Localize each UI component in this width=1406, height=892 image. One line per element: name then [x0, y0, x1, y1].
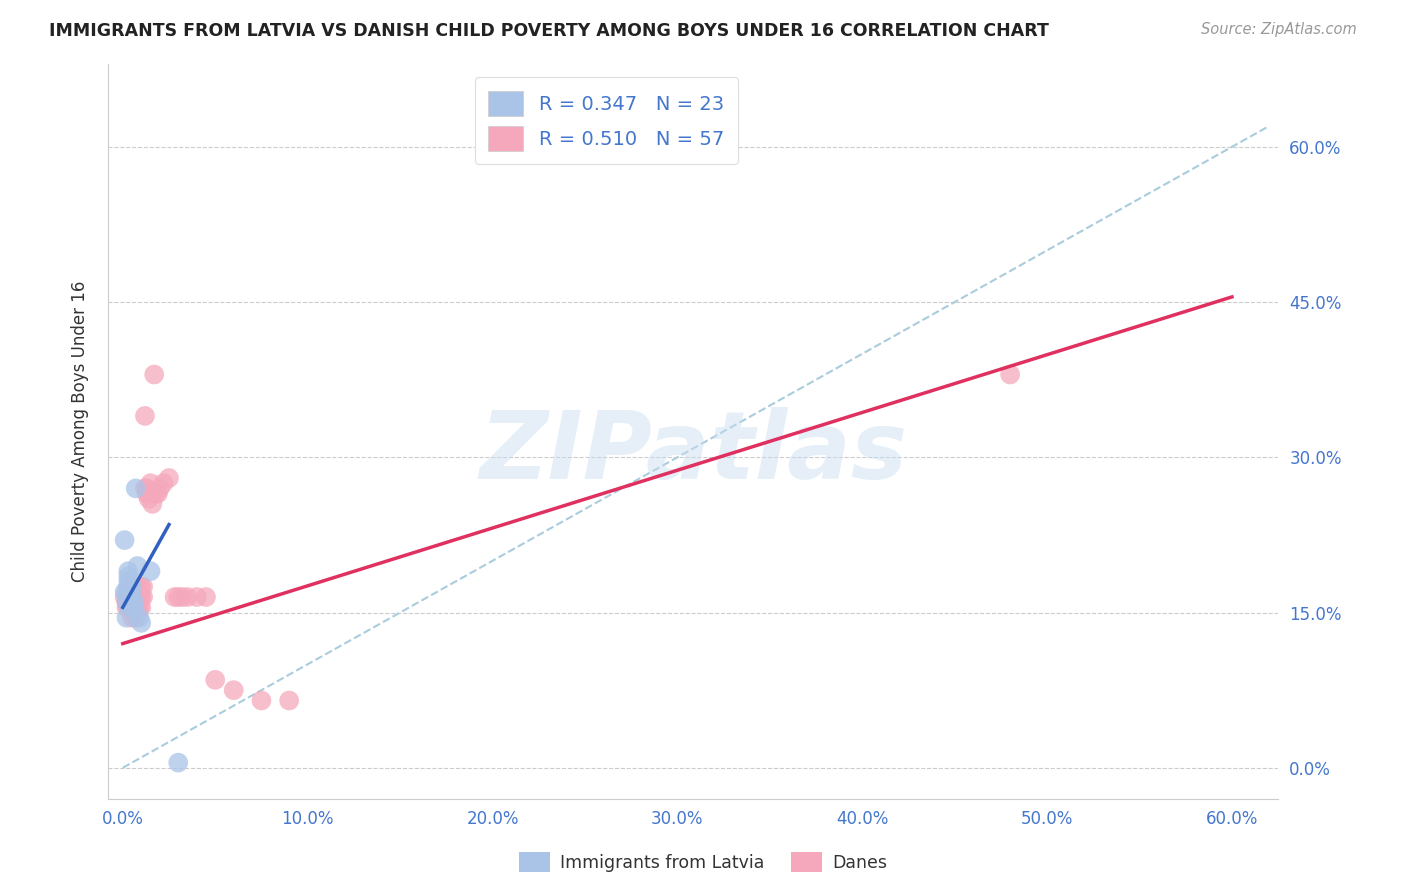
- Point: [129, 590, 152, 604]
- Point: [138, 486, 160, 500]
- Point: [117, 569, 139, 583]
- Point: [121, 590, 143, 604]
- Point: [222, 683, 245, 698]
- Point: [125, 590, 148, 604]
- Point: [998, 368, 1021, 382]
- Point: [139, 486, 162, 500]
- Text: Source: ZipAtlas.com: Source: ZipAtlas.com: [1201, 22, 1357, 37]
- Point: [204, 673, 226, 687]
- Point: [125, 611, 148, 625]
- Point: [120, 590, 142, 604]
- Point: [120, 580, 142, 594]
- Point: [127, 559, 149, 574]
- Point: [120, 585, 142, 599]
- Y-axis label: Child Poverty Among Boys Under 16: Child Poverty Among Boys Under 16: [72, 281, 89, 582]
- Point: [134, 409, 156, 423]
- Point: [117, 590, 139, 604]
- Point: [135, 481, 157, 495]
- Point: [163, 590, 186, 604]
- Point: [170, 590, 193, 604]
- Point: [128, 600, 150, 615]
- Legend: R = 0.347   N = 23, R = 0.510   N = 57: R = 0.347 N = 23, R = 0.510 N = 57: [475, 78, 738, 164]
- Point: [141, 497, 163, 511]
- Point: [152, 476, 174, 491]
- Point: [122, 595, 145, 609]
- Point: [117, 574, 139, 589]
- Point: [125, 481, 148, 495]
- Point: [120, 590, 142, 604]
- Point: [115, 611, 138, 625]
- Point: [129, 600, 152, 615]
- Point: [167, 590, 190, 604]
- Point: [167, 756, 190, 770]
- Point: [186, 590, 208, 604]
- Point: [115, 585, 138, 599]
- Text: IMMIGRANTS FROM LATVIA VS DANISH CHILD POVERTY AMONG BOYS UNDER 16 CORRELATION C: IMMIGRANTS FROM LATVIA VS DANISH CHILD P…: [49, 22, 1049, 40]
- Point: [127, 590, 149, 604]
- Point: [115, 600, 138, 615]
- Point: [135, 486, 157, 500]
- Point: [139, 564, 162, 578]
- Point: [114, 533, 136, 548]
- Point: [127, 600, 149, 615]
- Point: [121, 580, 143, 594]
- Point: [125, 580, 148, 594]
- Point: [278, 693, 301, 707]
- Point: [139, 476, 162, 491]
- Point: [138, 491, 160, 506]
- Point: [117, 580, 139, 594]
- Point: [129, 615, 152, 630]
- Point: [115, 595, 138, 609]
- Point: [121, 600, 143, 615]
- Point: [115, 595, 138, 609]
- Point: [141, 486, 163, 500]
- Point: [194, 590, 217, 604]
- Point: [117, 580, 139, 594]
- Point: [149, 481, 172, 495]
- Point: [114, 585, 136, 599]
- Point: [134, 481, 156, 495]
- Point: [127, 580, 149, 594]
- Point: [122, 590, 145, 604]
- Point: [121, 600, 143, 615]
- Point: [128, 611, 150, 625]
- Point: [121, 611, 143, 625]
- Text: ZIPatlas: ZIPatlas: [479, 408, 907, 500]
- Point: [146, 486, 169, 500]
- Point: [122, 600, 145, 615]
- Point: [128, 590, 150, 604]
- Point: [121, 580, 143, 594]
- Legend: Immigrants from Latvia, Danes: Immigrants from Latvia, Danes: [512, 845, 894, 879]
- Point: [157, 471, 180, 485]
- Point: [117, 600, 139, 615]
- Point: [120, 600, 142, 615]
- Point: [114, 590, 136, 604]
- Point: [117, 564, 139, 578]
- Point: [121, 590, 143, 604]
- Point: [125, 600, 148, 615]
- Point: [132, 590, 155, 604]
- Point: [250, 693, 273, 707]
- Point: [145, 486, 167, 500]
- Point: [132, 580, 155, 594]
- Point: [176, 590, 198, 604]
- Point: [143, 368, 166, 382]
- Point: [129, 580, 152, 594]
- Point: [122, 580, 145, 594]
- Point: [122, 600, 145, 615]
- Point: [120, 580, 142, 594]
